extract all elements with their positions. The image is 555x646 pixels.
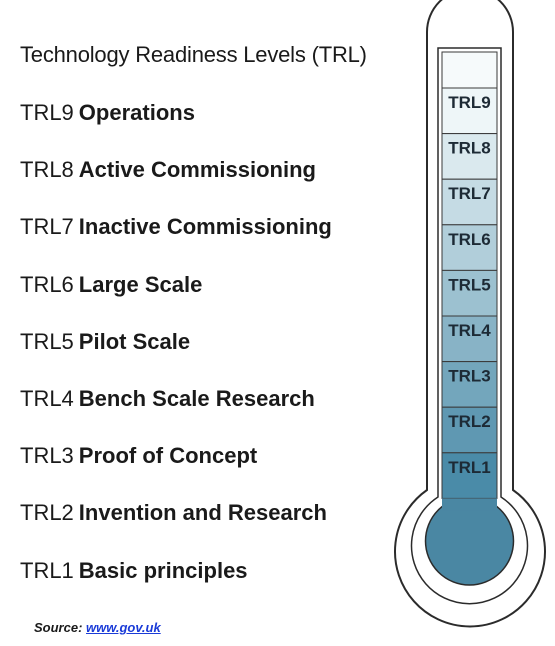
trl-level-item: TRL9 Operations [20, 98, 332, 155]
thermometer-segment-label: TRL9 [448, 93, 491, 112]
thermometer-segment-label: TRL5 [448, 275, 491, 294]
thermometer-neck [442, 498, 497, 511]
trl-level-item: TRL1 Basic principles [20, 556, 332, 613]
trl-level-name: Proof of Concept [78, 443, 258, 469]
trl-level-code: TRL6 [20, 271, 74, 297]
thermometer-segments: TRL9 TRL8 TRL7 TRL6 TRL5 TRL4 TRL3 TRL2 TRL1 [441, 87, 498, 511]
trl-level-name: Operations [78, 100, 195, 125]
trl-level-name: Basic principles [78, 557, 248, 583]
thermometer-segment [441, 452, 498, 499]
trl-level-code: TRL8 [20, 157, 74, 183]
thermometer-segment-label: TRL7 [448, 184, 491, 203]
thermometer-segment-label: TRL2 [448, 412, 491, 431]
thermometer-segment-label: TRL3 [448, 367, 491, 386]
trl-level-name: Pilot Scale [78, 328, 191, 354]
source-link[interactable]: www.gov.uk [86, 620, 161, 635]
trl-level-name: Large Scale [78, 271, 203, 297]
trl-level-item: TRL4 Bench Scale Research [20, 384, 332, 441]
trl-level-code: TRL9 [20, 100, 74, 125]
trl-level-item: TRL6 Large Scale [20, 270, 332, 327]
trl-level-item: TRL8 Active Commissioning [20, 155, 332, 212]
trl-level-list: TRL9 Operations TRL8 Active Commissioning … [20, 98, 332, 613]
thermometer-segment [441, 224, 498, 271]
thermometer-segment-label: TRL8 [448, 139, 491, 158]
trl-level-name: Invention and Research [78, 500, 327, 526]
trl-level-code: TRL4 [20, 385, 74, 411]
trl-level-name: Active Commissioning [78, 157, 316, 183]
trl-level-code: TRL7 [20, 214, 74, 240]
thermometer-segment [441, 133, 498, 180]
trl-level-name: Bench Scale Research [78, 385, 315, 411]
trl-level-code: TRL5 [20, 328, 74, 354]
source-label: Source: [34, 620, 83, 635]
trl-level-code: TRL3 [20, 443, 74, 469]
thermometer-segment [441, 87, 498, 135]
trl-level-item: TRL7 Inactive Commissioning [20, 212, 332, 269]
thermometer-segment [441, 315, 498, 363]
thermometer-top-cap [441, 51, 498, 89]
thermometer-segment [441, 406, 498, 454]
thermometer-segment-label: TRL1 [448, 458, 491, 477]
trl-level-code: TRL1 [20, 557, 74, 583]
thermometer-segment [441, 178, 498, 226]
trl-level-item: TRL2 Invention and Research [20, 498, 332, 555]
trl-level-item: TRL5 Pilot Scale [20, 327, 332, 384]
source-credit: Source: www.gov.uk [34, 620, 161, 635]
trl-level-code: TRL2 [20, 500, 74, 526]
thermometer-segment-label: TRL4 [448, 321, 491, 340]
thermometer-segment [441, 361, 498, 408]
thermometer-segment [441, 269, 498, 317]
thermometer-segment-label: TRL6 [448, 230, 491, 249]
diagram-title: Technology Readiness Levels (TRL) [20, 42, 367, 67]
trl-level-item: TRL3 Proof of Concept [20, 441, 332, 498]
trl-level-name: Inactive Commissioning [78, 214, 332, 240]
